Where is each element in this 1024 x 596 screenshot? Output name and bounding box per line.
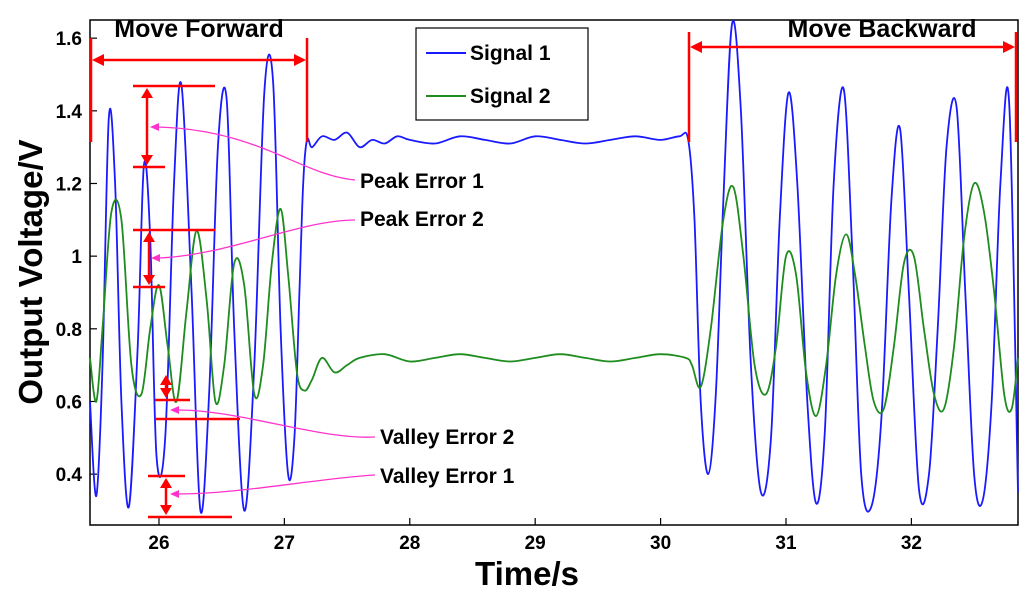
x-tick-label: 31	[775, 533, 797, 554]
move-forward-label: Move Forward	[114, 15, 283, 43]
peak-error-1-leader	[157, 126, 356, 181]
move-forward-arrow-right	[294, 54, 306, 66]
valley-error-1-leader	[177, 474, 376, 495]
peak-error-2-leader-tip	[151, 254, 160, 262]
annotation-markers	[89, 32, 1018, 519]
y-tick-label: 0.6	[56, 392, 82, 413]
valley-error-2-arrow-upper-head-top	[160, 375, 172, 385]
legend-label-signal-1: Signal 1	[470, 42, 551, 65]
valley-error-2-leader-tip	[170, 406, 179, 414]
valley-error-1-label: Valley Error 1	[380, 465, 515, 488]
y-tick-label: 1.2	[56, 174, 82, 195]
peak-error-1-arrow-head-top	[141, 88, 153, 98]
legend-box	[415, 27, 589, 121]
peak-error-2-leader	[158, 219, 356, 259]
peak-error-1-arrow-head-bottom	[141, 155, 153, 165]
peak-error-2-label: Peak Error 2	[360, 208, 484, 231]
y-tick-label: 1.6	[56, 29, 82, 50]
valley-error-2-leader	[177, 409, 376, 438]
x-tick-label: 27	[274, 533, 295, 554]
x-axis-title: Time/s	[475, 555, 579, 592]
move-backward-label: Move Backward	[788, 15, 977, 43]
x-tick-label: 28	[399, 533, 420, 554]
y-axis-title: Output Voltage/V	[12, 139, 49, 404]
legend-label-signal-2: Signal 2	[470, 85, 551, 108]
y-tick-label: 0.4	[56, 465, 83, 486]
move-backward-arrow-right	[1003, 41, 1015, 53]
valley-error-1-leader-tip	[170, 490, 179, 498]
move-backward-arrow-left	[690, 41, 702, 53]
series-line-1	[89, 20, 1019, 514]
peak-error-2-arrow-head-bottom	[143, 275, 155, 285]
valley-error-1-arrow-head-top	[160, 478, 172, 488]
x-tick-label: 32	[901, 533, 922, 554]
y-tick-label: 0.8	[56, 320, 82, 341]
x-tick-label: 30	[650, 533, 671, 554]
x-tick-label: 26	[148, 533, 169, 554]
x-tick-label: 29	[525, 533, 546, 554]
peak-error-1-label: Peak Error 1	[360, 170, 484, 193]
valley-error-2-label: Valley Error 2	[380, 426, 514, 449]
valley-error-1-arrow-head-bottom	[160, 505, 172, 515]
legend: Signal 1 Signal 2	[415, 27, 589, 121]
y-tick-label: 1.4	[56, 102, 83, 123]
peak-error-1-leader-tip	[150, 123, 159, 131]
peak-error-2-arrow-head-top	[143, 232, 155, 242]
tick-group: 26 27 28 29 30 31 32 0.4 0.6 0.8 1 1.2 1.4 1.6	[56, 29, 922, 554]
y-tick-label: 1	[71, 247, 82, 268]
valley-error-2-arrow-upper-head-bottom	[160, 388, 172, 398]
move-forward-arrow-left	[92, 54, 104, 66]
